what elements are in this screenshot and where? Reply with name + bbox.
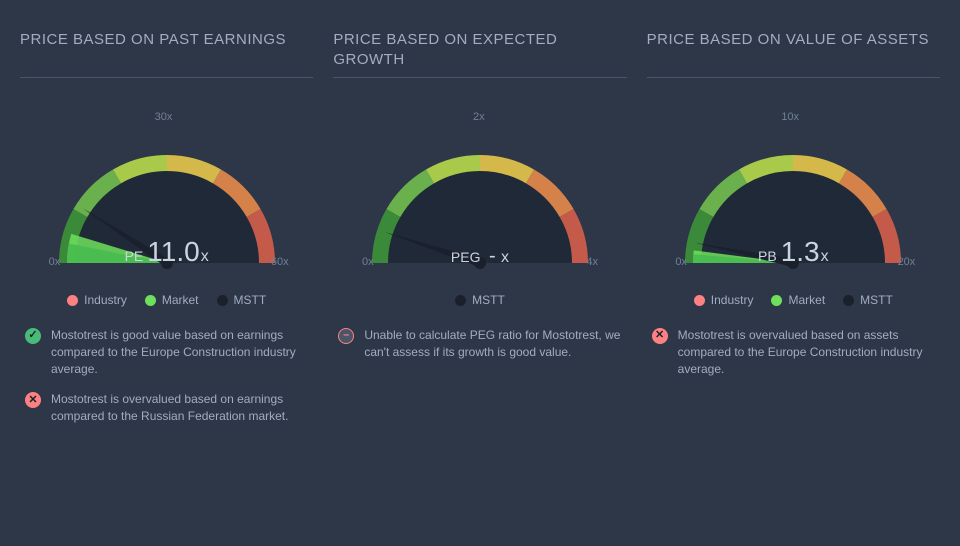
dashboard-container: PRICE BASED ON PAST EARNINGS 0x [0,0,960,445]
panel-title: PRICE BASED ON PAST EARNINGS [20,30,313,78]
check-icon: ✓ [25,328,41,344]
cross-icon: ✕ [25,392,41,408]
panel-title: PRICE BASED ON EXPECTED GROWTH [333,30,626,78]
panel-past-earnings: PRICE BASED ON PAST EARNINGS 0x [20,30,313,425]
gauge-value-assets: 0x 10x 20x PB1.3x [653,103,933,303]
value-main: 11.0 [147,236,199,267]
value-suffix: x [201,248,209,265]
value-suffix: x [497,249,509,266]
panel-value-assets: PRICE BASED ON VALUE OF ASSETS 0x [647,30,940,425]
gauge-expected-growth: 0x 2x 4x PEG - x [340,103,620,303]
panel-expected-growth: PRICE BASED ON EXPECTED GROWTH 0x 2x 4x [333,30,626,425]
tick-mid: 2x [473,111,485,123]
value-prefix: PE [125,248,144,264]
note-text: Mostotrest is overvalued based on earnin… [51,391,308,425]
tick-mid: 10x [781,111,799,123]
note-text: Unable to calculate PEG ratio for Mostot… [364,327,621,361]
value-suffix: x [821,248,829,265]
gauge-past-earnings: 0x 30x 60x PE11.0x [27,103,307,303]
gauge-value: PEG - x [340,245,620,268]
note-text: Mostotrest is overvalued based on assets… [678,327,935,377]
note-good: ✓ Mostotrest is good value based on earn… [25,327,308,377]
notes: ✓ Mostotrest is good value based on earn… [20,327,313,425]
notes: ✕ Mostotrest is overvalued based on asse… [647,327,940,377]
value-prefix: PEG [451,249,481,265]
minus-icon: – [338,328,354,344]
note-neutral: – Unable to calculate PEG ratio for Most… [338,327,621,361]
cross-icon: ✕ [652,328,668,344]
gauge-value: PE11.0x [27,236,307,268]
value-main: 1.3 [781,236,820,267]
value-main: - [489,245,496,267]
notes: – Unable to calculate PEG ratio for Most… [333,327,626,361]
gauge-value: PB1.3x [653,236,933,268]
note-text: Mostotrest is good value based on earnin… [51,327,308,377]
tick-mid: 30x [155,111,173,123]
note-bad: ✕ Mostotrest is overvalued based on asse… [652,327,935,377]
panel-title: PRICE BASED ON VALUE OF ASSETS [647,30,940,78]
value-prefix: PB [758,248,777,264]
note-bad: ✕ Mostotrest is overvalued based on earn… [25,391,308,425]
